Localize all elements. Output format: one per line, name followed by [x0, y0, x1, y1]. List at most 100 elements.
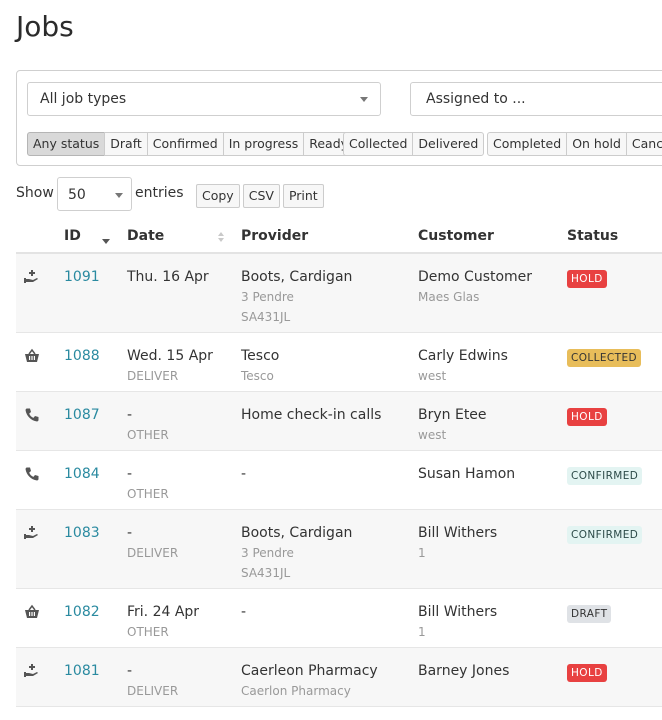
provider-address: 3 Pendre — [241, 546, 294, 560]
status-collected-button[interactable]: Collected — [343, 132, 414, 156]
status-filter-group: Any status Draft Confirmed In progress R… — [27, 132, 355, 156]
job-type-value: All job types — [40, 91, 127, 107]
table-row[interactable]: 1084 - OTHER - Susan Hamon CONFIRMED — [16, 451, 662, 510]
customer-area: 1 — [418, 625, 426, 639]
hand-pill-icon — [24, 269, 40, 285]
status-cell: CONFIRMED — [567, 464, 643, 485]
provider-postcode: SA431JL — [241, 566, 291, 580]
col-id-header[interactable]: ID — [64, 228, 81, 244]
date-cell: Thu. 16 Apr — [127, 267, 209, 287]
customer-name: Bryn Etee — [418, 407, 487, 423]
show-label: Show — [16, 185, 54, 201]
provider-cell: Boots, Cardigan 3 Pendre SA431JL — [241, 267, 352, 327]
assigned-to-select[interactable]: Assigned to ... — [410, 82, 662, 116]
provider-cell: - — [241, 464, 246, 484]
status-badge: COLLECTED — [567, 349, 641, 367]
provider-cell: Caerleon Pharmacy Caerlon Pharmacy — [241, 661, 378, 701]
provider-name: Caerleon Pharmacy — [241, 663, 378, 679]
customer-area: west — [418, 369, 447, 383]
status-filter-group-3: Completed On hold Cancel — [487, 132, 662, 156]
status-badge: DRAFT — [567, 605, 612, 623]
provider-cell: Boots, Cardigan 3 Pendre SA431JL — [241, 523, 352, 583]
status-in-progress-button[interactable]: In progress — [222, 132, 305, 156]
col-customer-header[interactable]: Customer — [418, 228, 494, 244]
table-row[interactable]: 1088 Wed. 15 Apr DELIVER Tesco Tesco Carly Ed… — [16, 333, 662, 392]
chevron-down-icon — [360, 97, 368, 102]
status-any-button[interactable]: Any status — [27, 132, 106, 156]
status-badge: HOLD — [567, 408, 607, 426]
status-cell: COLLECTED — [567, 346, 641, 367]
job-type-label: DELIVER — [127, 369, 179, 383]
job-id-link[interactable]: 1082 — [64, 604, 100, 620]
table-row[interactable]: 1081 - DELIVER Caerleon Pharmacy Caerlon Pha… — [16, 648, 662, 707]
phone-icon — [24, 407, 40, 423]
jobs-table: ID Date Provider Customer Status 1091 Thu… — [16, 220, 662, 707]
status-badge: CONFIRMED — [567, 467, 643, 485]
customer-cell: Carly Edwins west — [418, 346, 508, 386]
status-delivered-button[interactable]: Delivered — [412, 132, 485, 156]
col-status-header[interactable]: Status — [567, 228, 619, 244]
provider-address: Caerlon Pharmacy — [241, 684, 351, 698]
date-value: - — [127, 407, 133, 423]
job-id-link[interactable]: 1081 — [64, 663, 100, 679]
status-cell: CONFIRMED — [567, 523, 643, 544]
job-id-link[interactable]: 1083 — [64, 525, 100, 541]
date-cell: Fri. 24 Apr OTHER — [127, 602, 199, 642]
table-body: 1091 Thu. 16 Apr Boots, Cardigan 3 Pendre SA… — [16, 254, 662, 707]
status-completed-button[interactable]: Completed — [487, 132, 568, 156]
hand-pill-icon — [24, 663, 40, 679]
status-cell: DRAFT — [567, 602, 612, 623]
phone-icon — [24, 466, 40, 482]
date-value: Thu. 16 Apr — [127, 269, 209, 285]
status-cell: HOLD — [567, 405, 607, 426]
date-value: - — [127, 525, 133, 541]
status-on-hold-button[interactable]: On hold — [566, 132, 627, 156]
copy-button[interactable]: Copy — [196, 184, 240, 208]
job-id-link[interactable]: 1091 — [64, 269, 100, 285]
col-provider-header[interactable]: Provider — [241, 228, 309, 244]
job-type-label: OTHER — [127, 487, 169, 501]
status-cell: HOLD — [567, 661, 607, 682]
basket-icon — [24, 604, 40, 620]
customer-name: Susan Hamon — [418, 466, 516, 482]
col-date-header[interactable]: Date — [127, 228, 165, 244]
customer-name: Bill Withers — [418, 604, 498, 620]
job-id-link[interactable]: 1084 — [64, 466, 100, 482]
customer-name: Bill Withers — [418, 525, 498, 541]
date-cell: Wed. 15 Apr DELIVER — [127, 346, 213, 386]
export-buttons: Copy CSV Print — [196, 184, 324, 208]
print-button[interactable]: Print — [282, 184, 324, 208]
status-cell: HOLD — [567, 267, 607, 288]
date-value: Wed. 15 Apr — [127, 348, 213, 364]
hand-pill-icon — [24, 525, 40, 541]
provider-name: - — [241, 604, 247, 620]
customer-name: Carly Edwins — [418, 348, 508, 364]
table-row[interactable]: 1091 Thu. 16 Apr Boots, Cardigan 3 Pendre SA… — [16, 254, 662, 333]
customer-area: Maes Glas — [418, 290, 480, 304]
status-cancel-button[interactable]: Cancel — [625, 132, 662, 156]
provider-name: Tesco — [241, 348, 280, 364]
csv-button[interactable]: CSV — [242, 184, 280, 208]
provider-cell: - — [241, 602, 246, 622]
table-row[interactable]: 1082 Fri. 24 Apr OTHER - Bill Withers 1 DRAFT — [16, 589, 662, 648]
page-title: Jobs — [16, 10, 74, 43]
status-draft-button[interactable]: Draft — [104, 132, 148, 156]
status-confirmed-button[interactable]: Confirmed — [146, 132, 224, 156]
provider-postcode: SA431JL — [241, 310, 291, 324]
job-id-link[interactable]: 1088 — [64, 348, 100, 364]
table-row[interactable]: 1087 - OTHER Home check-in calls Bryn Etee we… — [16, 392, 662, 451]
date-value: - — [127, 663, 133, 679]
date-value: - — [127, 466, 133, 482]
provider-address: Tesco — [241, 369, 274, 383]
job-type-select[interactable]: All job types — [27, 82, 381, 116]
filter-panel: All job types Assigned to ... Any status… — [16, 70, 662, 166]
job-id-link[interactable]: 1087 — [64, 407, 100, 423]
date-cell: - DELIVER — [127, 661, 178, 701]
provider-name: Home check-in calls — [241, 407, 382, 423]
assigned-to-placeholder: Assigned to ... — [426, 91, 526, 107]
table-row[interactable]: 1083 - DELIVER Boots, Cardigan 3 Pendre SA431… — [16, 510, 662, 589]
customer-area: 1 — [418, 546, 426, 560]
sort-icon — [218, 232, 224, 242]
customer-cell: Susan Hamon — [418, 464, 515, 484]
page-length-select[interactable]: 50 — [57, 177, 132, 211]
